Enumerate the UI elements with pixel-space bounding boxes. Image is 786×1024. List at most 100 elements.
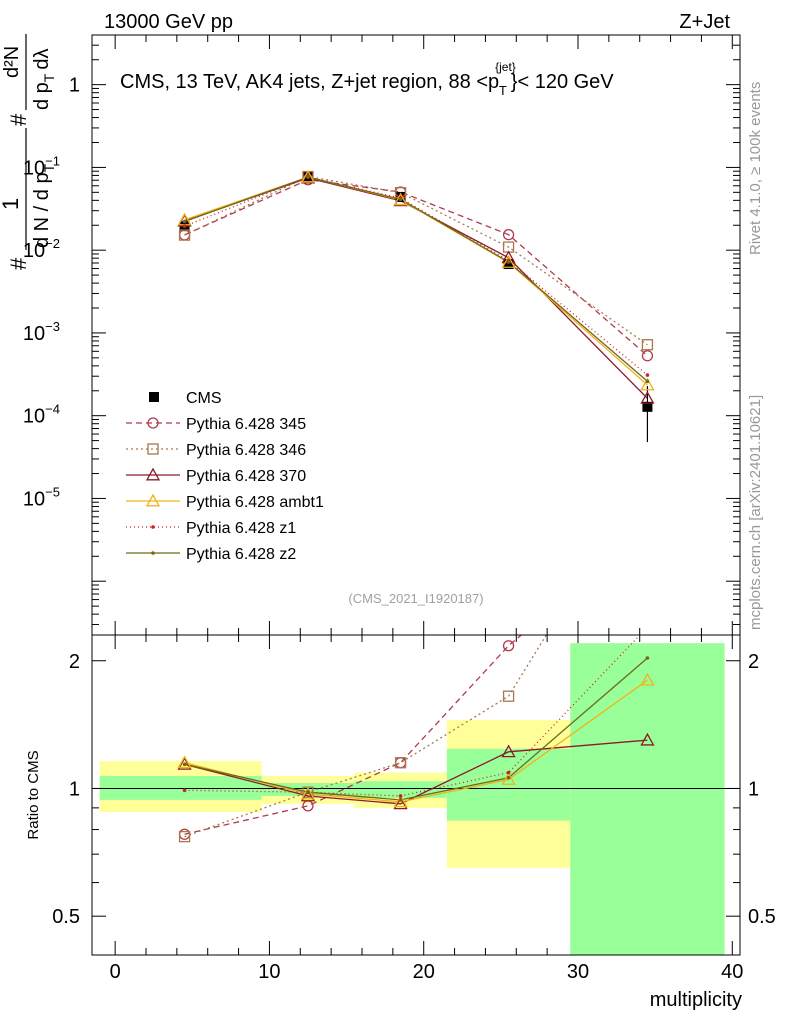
legend: CMS Pythia 6.428 345 Pythia 6.428 346 Pythi…: [126, 390, 324, 563]
legend-marker-cms: [149, 392, 159, 402]
ylabel-den1: d N / d pT: [31, 163, 57, 248]
legend-marker-5: [151, 551, 155, 555]
ratio-point-5: [306, 790, 310, 794]
legend-label-5: Pythia 6.428 z2: [186, 546, 296, 563]
legend-label-2: Pythia 6.428 370: [186, 468, 306, 485]
legend-label-1: Pythia 6.428 346: [186, 442, 306, 459]
ratio-point-0: [394, 757, 407, 769]
legend-marker-3: [145, 493, 161, 507]
ratio-point-3: [501, 772, 516, 785]
legend-entry-1: Pythia 6.428 346: [126, 442, 306, 459]
cms-uncertainty-band-green: [99, 775, 262, 800]
ratio-line-3: [184, 679, 648, 803]
ylabel-frac2: d²N: [1, 46, 23, 78]
rivet-label: Rivet 4.1.0, ≥ 100k events: [747, 82, 764, 255]
ratio-y-label: Ratio to CMS: [25, 750, 42, 839]
legend-entry-cms: CMS: [149, 390, 222, 407]
analysis-id: (CMS_2021_I1920187): [348, 591, 483, 606]
top-y-axis-label: # 1 d N / d pT # d²N d pTdλ: [0, 34, 57, 270]
ratio-point-4: [182, 788, 187, 793]
ratio-point-3: [640, 672, 655, 686]
ratio-line-2: [184, 739, 648, 805]
chart-title-pre: CMS, 13 TeV, AK4 jets, Z+jet region, 88 …: [120, 71, 499, 93]
ratio-point-3: [393, 794, 408, 808]
legend-entry-4: Pythia 6.428 z1: [126, 520, 296, 537]
ylabel-num2: #: [6, 113, 31, 126]
ratio-point-4: [398, 794, 403, 798]
series-point-5: [398, 197, 403, 202]
ratio-point-5: [398, 798, 403, 802]
chart-title-sup: {jet}: [495, 60, 516, 74]
ratio-plot-frame: [91, 634, 741, 956]
x-tick-label: 0: [110, 961, 121, 983]
ratio-point-3: [300, 786, 316, 800]
legend-entry-0: Pythia 6.428 345: [126, 416, 306, 433]
series-line-5: [184, 176, 648, 382]
series-point-4: [182, 224, 187, 228]
ratio-y-tick-label-right: 0.5: [748, 906, 776, 928]
ratio-y-tick-label: 0.5: [52, 906, 80, 928]
series-point-5: [506, 260, 511, 264]
legend-marker-0: [147, 417, 159, 429]
cms-data-point: [642, 401, 653, 412]
x-tick-label: 10: [258, 961, 280, 983]
legend-marker-2: [145, 467, 161, 481]
series-point-3: [300, 169, 316, 183]
series-point-1: [178, 229, 191, 241]
ratio-y-tick-label: 2: [69, 651, 80, 673]
chart-title-post: }< 120 GeV: [511, 71, 615, 93]
energy-label: 13000 GeV pp: [104, 11, 233, 33]
legend-marker-1: [147, 443, 159, 455]
series-line-2: [184, 177, 648, 399]
series-point-3: [393, 192, 408, 206]
ylabel-den2: d pTdλ: [31, 49, 57, 111]
ratio-point-5: [182, 762, 187, 767]
ratio-y-tick-label-right: 1: [748, 778, 759, 800]
series-point-0: [502, 229, 515, 241]
series-point-2: [640, 391, 655, 404]
ratio-point-2: [501, 744, 516, 758]
y-tick-label: 10−2: [23, 236, 60, 262]
ratio-point-0: [502, 640, 515, 652]
ratio-point-1: [178, 830, 191, 843]
ratio-y-tick-label: 1: [69, 778, 80, 800]
y-tick-label: 10−1: [23, 153, 60, 179]
series-point-5: [306, 175, 310, 179]
legend-label-cms: CMS: [186, 390, 222, 407]
ratio-line-0: [184, 635, 523, 835]
main-plot-frame: [91, 34, 741, 636]
legend-entry-5: Pythia 6.428 z2: [126, 546, 296, 563]
ratio-point-2: [640, 732, 655, 746]
legend-label-3: Pythia 6.428 ambt1: [186, 494, 324, 511]
series-line-4: [184, 176, 648, 376]
y-tick-label: 10−3: [23, 319, 60, 345]
legend-label-0: Pythia 6.428 345: [186, 416, 306, 433]
ratio-point-2: [177, 756, 192, 770]
ratio-point-1: [394, 757, 407, 769]
y-tick-label: 10−4: [23, 402, 60, 428]
ratio-point-1: [502, 690, 515, 702]
cms-uncertainty-band-green: [570, 643, 725, 955]
ratio-y-tick-label-right: 2: [748, 651, 759, 673]
process-label: Z+Jet: [679, 11, 730, 33]
ratio-point-3: [177, 755, 192, 769]
chart-title-sub: T: [499, 83, 507, 98]
cms-uncertainty-band-green: [354, 781, 447, 798]
series-point-4: [645, 373, 650, 377]
series-point-0: [641, 350, 654, 362]
x-tick-label: 20: [413, 961, 435, 983]
chart-title: CMS, 13 TeV, AK4 jets, Z+jet region, 88 …: [120, 60, 614, 98]
ratio-point-5: [506, 775, 511, 780]
ylabel-num1: #: [6, 257, 31, 270]
x-tick-label: 40: [721, 961, 743, 983]
ratio-point-2: [300, 788, 316, 802]
series-point-5: [645, 379, 650, 384]
y-tick-label: 1: [69, 75, 80, 97]
y-tick-label: 10−5: [23, 484, 60, 510]
series-line-0: [184, 179, 648, 357]
x-axis-label: multiplicity: [650, 989, 742, 1011]
series-point-5: [182, 219, 187, 224]
series-point-3: [640, 377, 655, 391]
legend-label-4: Pythia 6.428 z1: [186, 520, 296, 537]
ratio-point-5: [645, 656, 650, 660]
